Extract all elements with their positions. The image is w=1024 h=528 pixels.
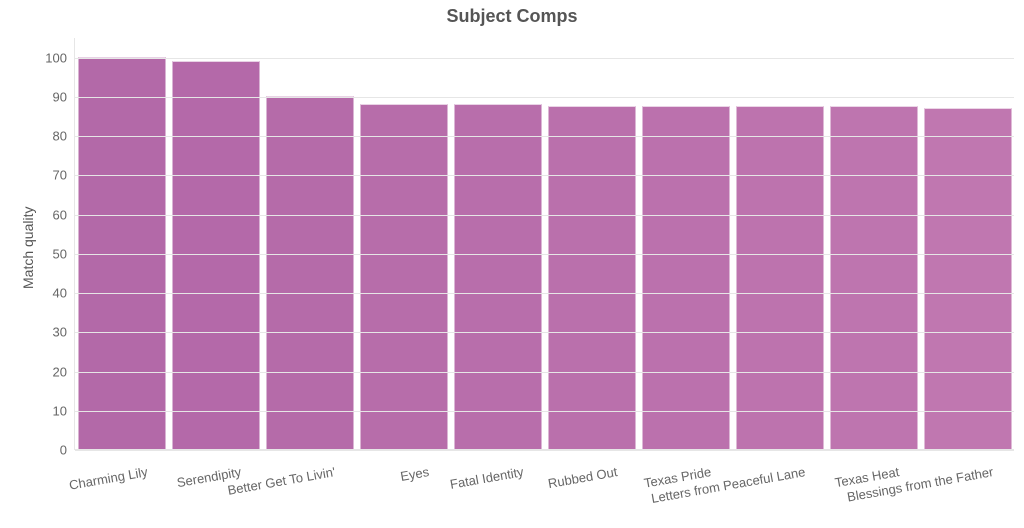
bar-slot — [827, 38, 921, 449]
y-tick-label: 60 — [53, 207, 75, 222]
bar-slot — [733, 38, 827, 449]
bar — [454, 104, 542, 449]
x-tick-label: Rubbed Out — [547, 464, 619, 491]
x-tick-label: Fatal Identity — [449, 464, 525, 492]
y-tick-label: 100 — [45, 50, 75, 65]
grid-line — [75, 411, 1014, 412]
bar-slot — [921, 38, 1015, 449]
bar — [548, 106, 636, 449]
x-tick-label: Eyes — [400, 464, 431, 484]
y-tick-label: 50 — [53, 246, 75, 261]
grid-line — [75, 97, 1014, 98]
y-tick-label: 80 — [53, 129, 75, 144]
grid-line — [75, 332, 1014, 333]
bars-layer — [75, 38, 1014, 449]
grid-line — [75, 215, 1014, 216]
bar — [924, 108, 1012, 449]
bar — [642, 106, 730, 449]
y-tick-label: 40 — [53, 286, 75, 301]
grid-line — [75, 175, 1014, 176]
bar — [736, 106, 824, 449]
bar-slot — [169, 38, 263, 449]
bar — [360, 104, 448, 449]
y-tick-label: 20 — [53, 364, 75, 379]
bar-slot — [639, 38, 733, 449]
y-axis-label: Match quality — [20, 207, 36, 289]
bar-slot — [75, 38, 169, 449]
bar-chart: Subject Comps Match quality 010203040506… — [0, 0, 1024, 528]
x-tick-label: Better Get To Livin' — [226, 464, 336, 498]
y-tick-label: 30 — [53, 325, 75, 340]
bar-slot — [263, 38, 357, 449]
y-tick-label: 10 — [53, 403, 75, 418]
y-tick-label: 0 — [60, 443, 75, 458]
grid-line — [75, 293, 1014, 294]
bar — [266, 96, 354, 449]
plot-area: 0102030405060708090100 — [74, 38, 1014, 450]
grid-line — [75, 58, 1014, 59]
bar-slot — [451, 38, 545, 449]
bar-slot — [545, 38, 639, 449]
chart-title: Subject Comps — [0, 6, 1024, 27]
y-tick-label: 90 — [53, 89, 75, 104]
grid-line — [75, 254, 1014, 255]
y-tick-label: 70 — [53, 168, 75, 183]
bar-slot — [357, 38, 451, 449]
x-tick-label: Charming Lily — [68, 464, 149, 493]
grid-line — [75, 450, 1014, 451]
grid-line — [75, 136, 1014, 137]
grid-line — [75, 372, 1014, 373]
bar — [830, 106, 918, 449]
